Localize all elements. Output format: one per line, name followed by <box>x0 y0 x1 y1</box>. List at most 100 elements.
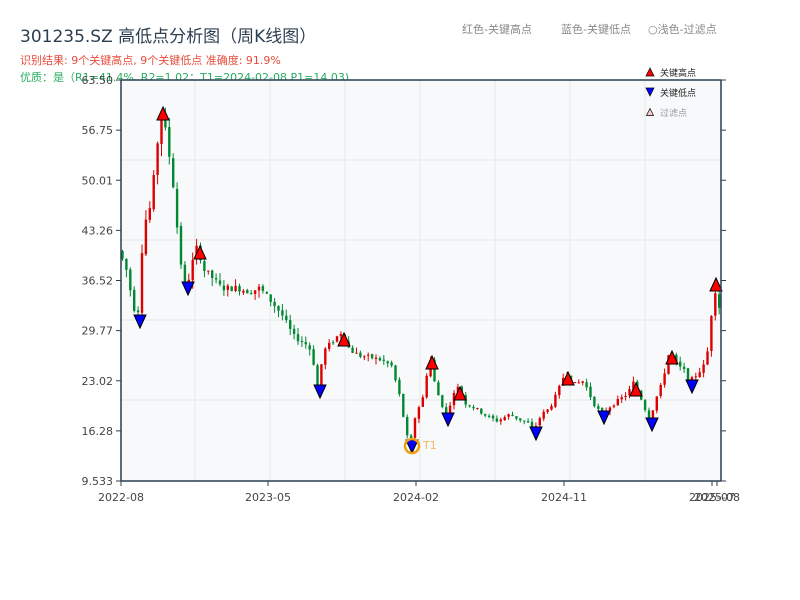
candle-body <box>140 253 144 313</box>
candle-body <box>226 285 229 290</box>
candle-body <box>651 410 655 422</box>
key-high-marker <box>709 276 723 292</box>
candle-body <box>503 417 506 421</box>
y-tick-label: 43.26 <box>82 224 114 237</box>
candle-body <box>714 293 717 316</box>
candle-body <box>456 386 460 394</box>
candle-body <box>526 421 530 423</box>
key-high-marker <box>665 349 679 365</box>
candle-body <box>370 354 374 359</box>
candle-body <box>253 290 257 294</box>
candle-body <box>156 143 159 175</box>
x-tick-label: 2024-11 <box>541 491 587 504</box>
candle-body <box>511 414 514 417</box>
candle-body <box>300 341 304 343</box>
candle-body <box>374 357 378 359</box>
candle-body <box>612 405 616 407</box>
candle-body <box>304 342 307 345</box>
candle-body <box>698 372 701 378</box>
chart-title: 301235.SZ 高低点分析图（周K线图） <box>20 27 317 47</box>
candle-body <box>289 320 292 329</box>
candle-body <box>398 379 401 395</box>
y-tick-label: 29.77 <box>82 325 114 338</box>
candle-body <box>324 348 327 365</box>
x-tick-label: 2022-08 <box>98 491 144 504</box>
candle-body <box>207 270 210 272</box>
candle-body <box>386 361 389 364</box>
t1-ring <box>403 437 421 455</box>
candle-body <box>589 386 592 398</box>
candle-body <box>281 310 284 316</box>
key-high-marker <box>337 331 351 347</box>
candle-body <box>608 407 612 412</box>
candle-body <box>472 406 475 409</box>
key-high-marker <box>425 354 439 370</box>
candle-body <box>581 381 584 383</box>
y-tick-label: 50.01 <box>82 174 114 187</box>
candle-body <box>183 264 187 286</box>
candle-body <box>632 381 635 390</box>
legend-low-icon <box>645 87 655 97</box>
candle-body <box>230 286 233 292</box>
candle-body <box>585 382 588 388</box>
candle-body <box>425 375 428 398</box>
legend-filtered-icon <box>645 107 655 116</box>
candle-body <box>659 385 662 396</box>
candle-body <box>593 396 596 407</box>
candle-body <box>402 393 405 417</box>
candle-body <box>320 364 323 386</box>
candle-body <box>523 420 526 422</box>
candle-body <box>242 290 245 293</box>
hint-blue-low: 蓝色-关键低点 <box>561 23 631 36</box>
candle-body <box>172 158 175 188</box>
candle-body <box>363 356 366 358</box>
candle-body <box>179 225 183 265</box>
candle-body <box>628 389 631 396</box>
candle-body <box>542 411 545 419</box>
candle-body <box>647 410 651 421</box>
candle-body <box>558 385 561 396</box>
y-tick-label: 63.50 <box>82 74 114 87</box>
candle-body <box>125 258 128 270</box>
candle-body <box>413 418 417 438</box>
key-high-marker <box>156 105 170 121</box>
candle-body <box>378 358 382 361</box>
candle-body <box>448 405 452 415</box>
candle-body <box>316 365 319 387</box>
candle-body <box>164 113 167 128</box>
key-high-marker <box>453 385 467 401</box>
key-low-marker <box>685 379 699 395</box>
candle-body <box>312 349 315 365</box>
candle-body <box>718 294 721 308</box>
candle-body <box>550 406 553 410</box>
key-low-marker <box>441 412 455 428</box>
candle-body <box>335 336 339 342</box>
candle-body <box>597 406 600 409</box>
candle-body <box>601 408 604 413</box>
candle-body <box>554 394 557 407</box>
candle-body <box>222 285 226 291</box>
y-tick-label: 9.533 <box>82 475 114 488</box>
candle-body <box>359 352 362 357</box>
candle-body <box>441 395 444 408</box>
candle-body <box>433 359 436 382</box>
x-tick-label: 2023-05 <box>245 491 291 504</box>
candle-body <box>250 293 253 295</box>
candle-body <box>706 351 709 365</box>
candle-body <box>273 301 276 307</box>
candle-body <box>406 416 409 436</box>
candle-body <box>152 175 155 210</box>
y-axis-ticks: 9.533 16.28 23.02 29.77 36.52 43.26 50.01 56.75… <box>82 74 726 488</box>
candle-body <box>129 269 132 291</box>
y-tick-label: 36.52 <box>82 275 114 288</box>
t1-label: T1 <box>422 439 437 452</box>
y-tick-label: 56.75 <box>82 124 114 137</box>
candle-body <box>351 347 354 353</box>
candle-body <box>160 112 163 145</box>
candle-body <box>355 352 358 354</box>
candle-body <box>246 290 249 294</box>
legend-label: 过滤点 <box>660 107 687 119</box>
candle-body <box>616 399 619 406</box>
hint-light-filtered: ○浅色-过滤点 <box>648 23 717 36</box>
